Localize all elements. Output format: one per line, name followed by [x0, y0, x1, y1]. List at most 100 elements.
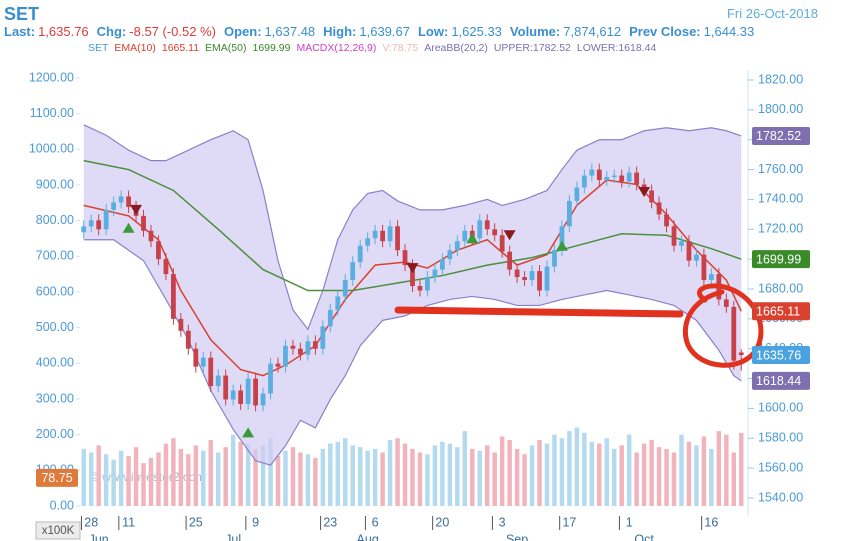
- y-tick-label: 1560.00: [758, 460, 803, 474]
- badge-box: [752, 346, 810, 365]
- candle-body: [81, 226, 87, 233]
- y-tick-label: 1820.00: [758, 72, 803, 86]
- bb-area: [83, 124, 742, 466]
- volume-unit: x100K: [42, 525, 75, 537]
- volume-bar: [365, 450, 370, 506]
- volume-bar: [178, 448, 184, 506]
- badge-box: [752, 250, 810, 269]
- candle-body: [454, 241, 460, 251]
- volume-bar: [410, 448, 415, 506]
- volume-bar: [679, 434, 684, 506]
- candle-body: [552, 250, 557, 267]
- legend-entry: MACDX(12,26,9): [296, 42, 377, 54]
- volume-bar: [328, 443, 333, 506]
- legend-entry: EMA(50): [205, 42, 247, 54]
- quote-value: -8.57 (-0.52 %): [129, 24, 216, 39]
- volume-bar: [387, 440, 393, 506]
- volume-bar: [544, 443, 550, 506]
- volume-bar: [694, 445, 699, 506]
- candle-body: [88, 220, 94, 227]
- volume-bar: [499, 436, 505, 506]
- candle-body: [200, 357, 206, 367]
- volume-bar: [597, 443, 602, 506]
- candle-body: [96, 220, 102, 230]
- volume-bar: [81, 448, 86, 506]
- candle-body: [387, 226, 393, 242]
- quote-value: 1,637.48: [264, 24, 316, 39]
- volume-bar: [567, 431, 572, 506]
- candle-body: [141, 215, 146, 231]
- volume-bar: [305, 454, 311, 506]
- x-tick-label: 1: [626, 515, 633, 529]
- volume-bar: [492, 452, 497, 506]
- badge-label: 1699.99: [756, 252, 801, 266]
- volume-bar: [343, 438, 348, 506]
- volume-bar: [447, 443, 453, 506]
- candle-body: [425, 277, 430, 291]
- volume-bar: [141, 463, 146, 506]
- candle-body: [290, 345, 296, 349]
- candle-body: [417, 286, 423, 291]
- volume-bar: [148, 457, 154, 506]
- price-badge: 1699.99: [752, 250, 810, 269]
- month-label: Jul: [225, 532, 241, 541]
- candle-body: [350, 262, 356, 281]
- volume-bar: [649, 440, 654, 506]
- volume-bar: [656, 447, 662, 506]
- candle-body: [708, 274, 714, 281]
- volume-bar: [671, 452, 677, 506]
- volume-bar: [724, 434, 729, 506]
- price-badge: 1665.11: [752, 302, 810, 321]
- volume-bar: [589, 441, 595, 506]
- x-tick-label: 9: [252, 515, 259, 529]
- quote-label: Low:: [417, 24, 449, 39]
- candle-body: [395, 226, 400, 251]
- volume-bar: [701, 436, 707, 506]
- volume-bar: [731, 452, 737, 506]
- volume-bar: [514, 448, 520, 506]
- candle-body: [694, 254, 699, 261]
- candle-body: [522, 277, 527, 281]
- candle-body: [574, 187, 580, 201]
- volume-bar: [357, 447, 363, 506]
- volume-bar: [335, 441, 341, 506]
- quote-label: Volume:: [509, 24, 561, 39]
- volume-bar: [462, 431, 468, 506]
- y2-tick-label: 0.00: [50, 498, 74, 512]
- candle-body: [731, 306, 737, 361]
- candle-body: [619, 175, 625, 182]
- candle-body: [432, 269, 438, 278]
- volume-bar: [118, 450, 124, 506]
- volume-bar: [432, 445, 438, 506]
- candle-body: [305, 341, 311, 355]
- volume-bar: [238, 441, 243, 506]
- signal-sell: [130, 204, 143, 215]
- quote-value: 1,644.33: [703, 24, 755, 39]
- quote-label: Open:: [223, 24, 262, 39]
- candle-body: [275, 363, 281, 367]
- volume-bar: [290, 447, 296, 506]
- badge-box: [752, 126, 810, 145]
- candle-body: [148, 230, 154, 242]
- signal-buy: [555, 240, 568, 251]
- candle-body: [103, 209, 109, 230]
- volume-bar: [522, 454, 527, 506]
- candle-body: [701, 254, 707, 281]
- y-tick-label: 1740.00: [758, 192, 803, 206]
- legend-entry: V:78.75: [382, 42, 419, 54]
- candle-body: [380, 230, 386, 242]
- volume-bar: [402, 443, 408, 506]
- candle-body: [402, 250, 408, 266]
- candle-body: [671, 226, 677, 246]
- candle-body: [559, 226, 565, 251]
- y2-tick-label: 200.00: [36, 427, 74, 441]
- candle-body: [312, 341, 318, 349]
- quote-fields: Last: 1,635.76 Chg: -8.57 (-0.52 %) Open: 1,6…: [4, 24, 762, 39]
- ema-line: [83, 159, 742, 292]
- candle-body: [410, 265, 415, 287]
- candle-body: [679, 241, 684, 246]
- candle-body: [320, 326, 326, 349]
- x-tick-label: 25: [189, 515, 203, 529]
- candle-body: [499, 235, 505, 252]
